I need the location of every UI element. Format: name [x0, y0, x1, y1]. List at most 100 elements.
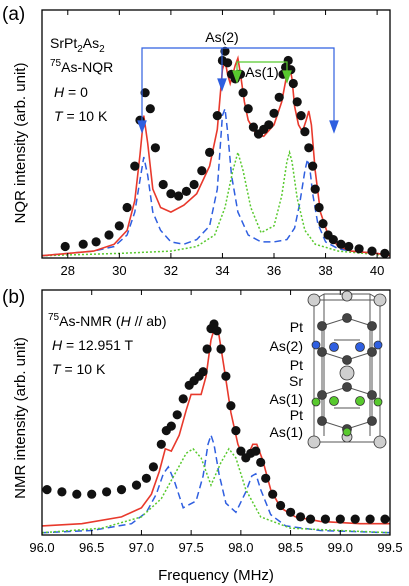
panel-a-xtick-label: 38 — [318, 263, 332, 278]
panel-a-data-point — [197, 166, 207, 176]
panel-b-data-point — [320, 514, 330, 524]
panel-b-data-point — [202, 344, 212, 354]
panel-b-data-point — [87, 489, 97, 499]
panel-a-data-point — [223, 58, 233, 68]
panel-b-data-point — [57, 487, 67, 497]
layer-label-pt-1: Pt — [290, 319, 303, 335]
as1-bracket — [232, 61, 292, 84]
panel-b-data-point — [365, 514, 375, 524]
panel-a-data-point — [354, 244, 364, 254]
panel-a-frame — [41, 9, 391, 259]
panel-a-data-point — [114, 221, 124, 231]
panel-a-data-point — [300, 127, 310, 137]
panel-a-nucleus: 75As-NQR — [50, 58, 113, 75]
panel-b-xtick-label: 98.0 — [228, 540, 253, 555]
panel-a-temp: T = 10 K — [54, 108, 108, 124]
panel-a-field: H = 0 — [54, 84, 88, 100]
panel-a-data-point — [158, 179, 168, 190]
panel-a-fit-red-line — [41, 55, 391, 257]
panel-a-fit-blue-line — [41, 108, 391, 257]
panel-a-data-point — [166, 189, 176, 199]
panel-b-data-point — [212, 326, 222, 336]
panel-b-data-point — [172, 410, 182, 420]
panel-b-data-point — [226, 401, 236, 411]
panel-b-data-point — [72, 489, 82, 499]
panel-a-data-point — [296, 111, 306, 121]
panel-b-data-point — [251, 446, 261, 456]
panel-a-data-point — [283, 55, 293, 66]
panel-b-data-point — [335, 514, 345, 524]
panel-a: (a) NQR intensity (arb. unit) 28 30 32 34 36… — [2, 4, 391, 278]
panel-a-data-point — [367, 246, 377, 256]
panel-b-data-point — [102, 487, 112, 497]
panel-a-data-point — [91, 237, 101, 247]
panel-b-xtick-label: 99.5 — [377, 540, 402, 555]
panel-a-data-point — [205, 147, 215, 157]
panel-a-label: (a) — [2, 4, 25, 25]
panel-b-data-point — [156, 439, 166, 449]
panel-a-points — [60, 46, 390, 258]
panel-a-data-point — [248, 122, 258, 132]
panel-a-fits — [41, 55, 391, 257]
panel-b-data-point — [221, 371, 231, 381]
panel-a-data-point — [380, 248, 390, 258]
panel-a-data-point — [189, 179, 199, 190]
panel-a-data-point — [310, 184, 320, 194]
panel-a-data-point — [174, 191, 184, 201]
panel-a-data-point — [220, 46, 230, 56]
panel-b-data-point — [295, 512, 306, 522]
panel-b-fit-blue-line — [41, 432, 391, 534]
panel-b-field: H = 12.951 T — [52, 337, 134, 353]
panel-b-xtick-label: 97.5 — [178, 540, 203, 555]
panel-a-data-point — [304, 143, 314, 153]
panel-b-data-point — [166, 421, 176, 431]
panel-b-data-point — [178, 394, 188, 404]
panel-b-ticks: 96.0 96.5 97.0 97.5 98.0 98.5 99.0 99.5 — [29, 290, 403, 555]
layer-label-pt-3: Pt — [290, 407, 303, 423]
layer-label-sr: Sr — [289, 373, 303, 389]
as2-bracket — [137, 47, 339, 134]
panel-b-points — [42, 319, 390, 524]
panel-b-xtick-label: 97.0 — [129, 540, 154, 555]
panel-b-data-point — [231, 426, 241, 436]
panel-b-xlabel: Frequency (MHz) — [158, 567, 274, 584]
panel-a-data-point — [318, 219, 328, 229]
panel-a-data-point — [60, 241, 70, 252]
layer-label-as1-1: As(1) — [270, 391, 303, 407]
panel-a-data-point — [122, 202, 132, 213]
panel-b-xtick-label: 99.0 — [328, 540, 353, 555]
panel-a-ylabel: NQR intensity (arb. unit) — [12, 63, 29, 224]
panel-b-xtick-label: 98.5 — [278, 540, 303, 555]
panel-a-data-point — [314, 202, 324, 213]
as1-label: As(1) — [245, 64, 278, 80]
panel-a-data-point — [78, 239, 88, 249]
panel-b-data-point — [236, 446, 246, 456]
panel-a-data-point — [308, 161, 318, 171]
panel-b-data-point — [350, 514, 360, 524]
panel-a-data-point — [288, 78, 298, 89]
panel-a-ticks: 28 30 32 34 36 38 40 — [61, 10, 384, 278]
as2-label: As(2) — [205, 29, 238, 45]
panel-a-data-point — [212, 111, 222, 121]
panel-a-data-point — [130, 161, 140, 171]
panel-b-data-point — [276, 500, 286, 511]
panel-a-fit-green-line — [41, 149, 391, 257]
panel-b-data-point — [268, 489, 278, 499]
panel-b-data-point — [216, 344, 226, 354]
panel-a-xtick-label: 30 — [112, 263, 126, 278]
panel-b-data-point — [42, 485, 52, 495]
panel-a-xtick-label: 32 — [164, 263, 178, 278]
panel-a-data-point — [181, 186, 191, 196]
panel-a-data-point — [269, 108, 279, 118]
panel-b-xtick-label: 96.0 — [29, 540, 54, 555]
panel-a-data-point — [264, 120, 274, 130]
panel-a-data-point — [336, 239, 346, 249]
layer-label-as2: As(2) — [270, 338, 303, 354]
panel-b-temp: T = 10 K — [52, 361, 106, 377]
crystal-structure: Pt As(2) Pt Sr As(1) Pt As(1) — [270, 290, 387, 449]
panel-b-data-point — [198, 367, 208, 377]
panel-a-xtick-label: 34 — [215, 263, 229, 278]
panel-b-data-point — [131, 480, 142, 490]
panel-a-xtick-label: 28 — [61, 263, 75, 278]
